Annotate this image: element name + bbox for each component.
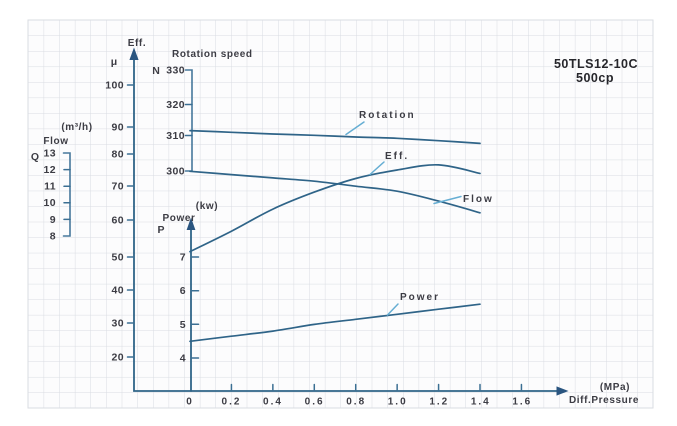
- flow-tick-label: 12: [44, 164, 56, 176]
- rotation-curve-label: Rotation: [359, 110, 416, 121]
- power-tick-label: 4: [180, 353, 186, 365]
- rotation-tick-label: 330: [166, 65, 185, 77]
- power-axis-symbol: P: [157, 224, 164, 236]
- eff-and-x-axis-line: [133, 56, 558, 392]
- x-axis-arrow-icon: [556, 386, 569, 396]
- rotation-axis-bracket: [184, 69, 193, 172]
- power-curve: [189, 303, 481, 343]
- flow-tick-label: 8: [50, 231, 56, 243]
- rotation-tick-label: 300: [166, 166, 185, 178]
- power-axis-arrow-icon: [186, 217, 196, 230]
- eff-tick-label: 50: [112, 252, 124, 264]
- power-tick-label: 6: [180, 285, 186, 297]
- flow-axis-bracket: [62, 152, 71, 237]
- flow-leader-line: [433, 195, 462, 205]
- flow-curve: [189, 170, 481, 214]
- x-tick-label: 0: [186, 397, 194, 408]
- eff-leader-line: [369, 161, 385, 176]
- eff-tick-label: 90: [112, 122, 124, 134]
- eff-curve: [189, 164, 481, 253]
- axis-tick-marks: [63, 84, 523, 392]
- x-tick-label: 1.6: [512, 397, 532, 408]
- power-leader-line: [386, 303, 399, 316]
- eff-tick-label: 60: [112, 215, 124, 227]
- flow-curve-label: Flow: [463, 194, 494, 205]
- power-axis-unit: (kw): [196, 201, 218, 212]
- rotation-leader-line: [345, 121, 365, 136]
- power-tick-label: 5: [180, 319, 186, 331]
- x-axis-unit: (MPa): [600, 382, 630, 393]
- x-tick-label: 0.8: [346, 397, 366, 408]
- chart-title: 50TLS12-10C: [554, 57, 638, 71]
- power-axis-title: Power: [162, 213, 195, 224]
- leader-lines: [345, 121, 462, 316]
- x-tick-label: 1.2: [429, 397, 449, 408]
- eff-curve-label: Eff.: [385, 151, 409, 162]
- eff-tick-label: 80: [112, 149, 124, 161]
- flow-axis-unit: (m³/h): [61, 122, 92, 133]
- rotation-tick-label: 320: [166, 99, 185, 111]
- power-curve-label: Power: [400, 292, 440, 303]
- power-tick-label: 7: [180, 252, 186, 264]
- flow-tick-label: 10: [44, 197, 56, 209]
- x-tick-label: 0.6: [305, 397, 325, 408]
- flow-tick-label: 9: [50, 214, 56, 226]
- eff-tick-label: 30: [112, 318, 124, 330]
- flow-axis-symbol: Q: [31, 151, 39, 163]
- flow-tick-label: 13: [44, 148, 56, 160]
- eff-axis-title: Eff.: [128, 38, 147, 49]
- rotation-axis-title: Rotation speed: [172, 49, 253, 60]
- eff-axis-arrow-icon: [129, 47, 139, 60]
- x-tick-label: 1.0: [388, 397, 408, 408]
- x-tick-label: 1.4: [471, 397, 491, 408]
- flow-axis-title: Flow: [43, 136, 68, 147]
- rotation-tick-label: 310: [166, 130, 185, 142]
- x-tick-label: 0.2: [222, 397, 242, 408]
- flow-tick-label: 11: [44, 181, 56, 193]
- rotation-axis-symbol: N: [152, 65, 160, 77]
- eff-tick-label: 40: [112, 285, 124, 297]
- x-axis-title: Diff.Pressure: [569, 395, 639, 406]
- eff-tick-label: 70: [112, 181, 124, 193]
- x-tick-label: 0.4: [263, 397, 283, 408]
- curves: [189, 129, 481, 343]
- chart-subtitle: 500cp: [576, 71, 614, 85]
- eff-axis-symbol: μ: [111, 56, 117, 68]
- eff-tick-label: 100: [105, 80, 124, 92]
- eff-tick-label: 20: [112, 352, 124, 364]
- rotation-curve: [189, 129, 481, 145]
